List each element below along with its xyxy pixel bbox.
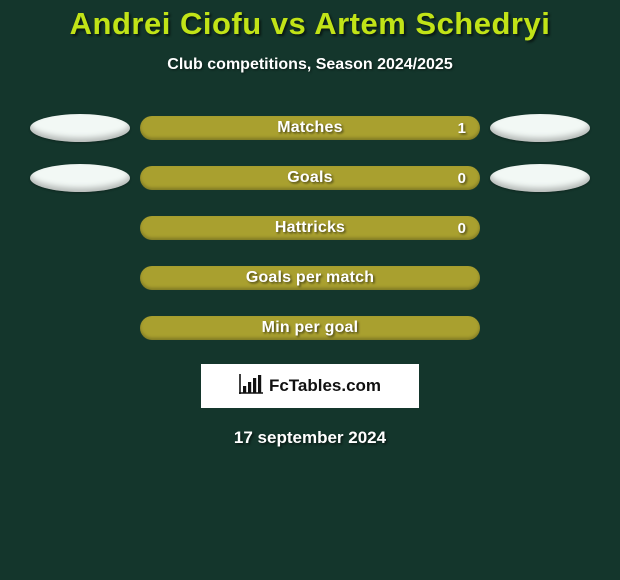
brand-text-fc: Fc — [269, 376, 289, 396]
bar-chart-icon — [239, 374, 263, 399]
stat-row-goals-per-match: Goals per match — [0, 264, 620, 292]
stat-bar-goals: Goals 0 — [140, 166, 480, 190]
stat-value: 0 — [458, 220, 466, 237]
brand-text: FcTables.com — [269, 376, 381, 396]
player-left-ellipse — [30, 114, 130, 142]
stat-value: 0 — [458, 170, 466, 187]
player-right-ellipse — [490, 114, 590, 142]
stat-bar-matches: Matches 1 — [140, 116, 480, 140]
stat-bar-min-per-goal: Min per goal — [140, 316, 480, 340]
stat-row-hattricks: Hattricks 0 — [0, 214, 620, 242]
stat-row-goals: Goals 0 — [0, 164, 620, 192]
date-text: 17 september 2024 — [234, 428, 386, 448]
stat-label: Goals — [287, 169, 332, 187]
stat-row-min-per-goal: Min per goal — [0, 314, 620, 342]
subtitle: Club competitions, Season 2024/2025 — [167, 56, 452, 74]
stat-label: Goals per match — [246, 269, 374, 287]
page-title: Andrei Ciofu vs Artem Schedryi — [70, 6, 551, 42]
stat-bar-hattricks: Hattricks 0 — [140, 216, 480, 240]
stat-label: Matches — [277, 119, 342, 137]
brand-box: FcTables.com — [201, 364, 419, 408]
stat-row-matches: Matches 1 — [0, 114, 620, 142]
player-left-ellipse — [30, 164, 130, 192]
stat-bar-goals-per-match: Goals per match — [140, 266, 480, 290]
stat-value: 1 — [458, 120, 466, 137]
player-right-ellipse — [490, 164, 590, 192]
stat-rows: Matches 1 Goals 0 Hattricks 0 Goals — [0, 114, 620, 342]
stat-label: Min per goal — [262, 319, 359, 337]
brand-text-rest: Tables.com — [289, 376, 381, 396]
stat-label: Hattricks — [275, 219, 345, 237]
comparison-card: Andrei Ciofu vs Artem Schedryi Club comp… — [0, 0, 620, 448]
